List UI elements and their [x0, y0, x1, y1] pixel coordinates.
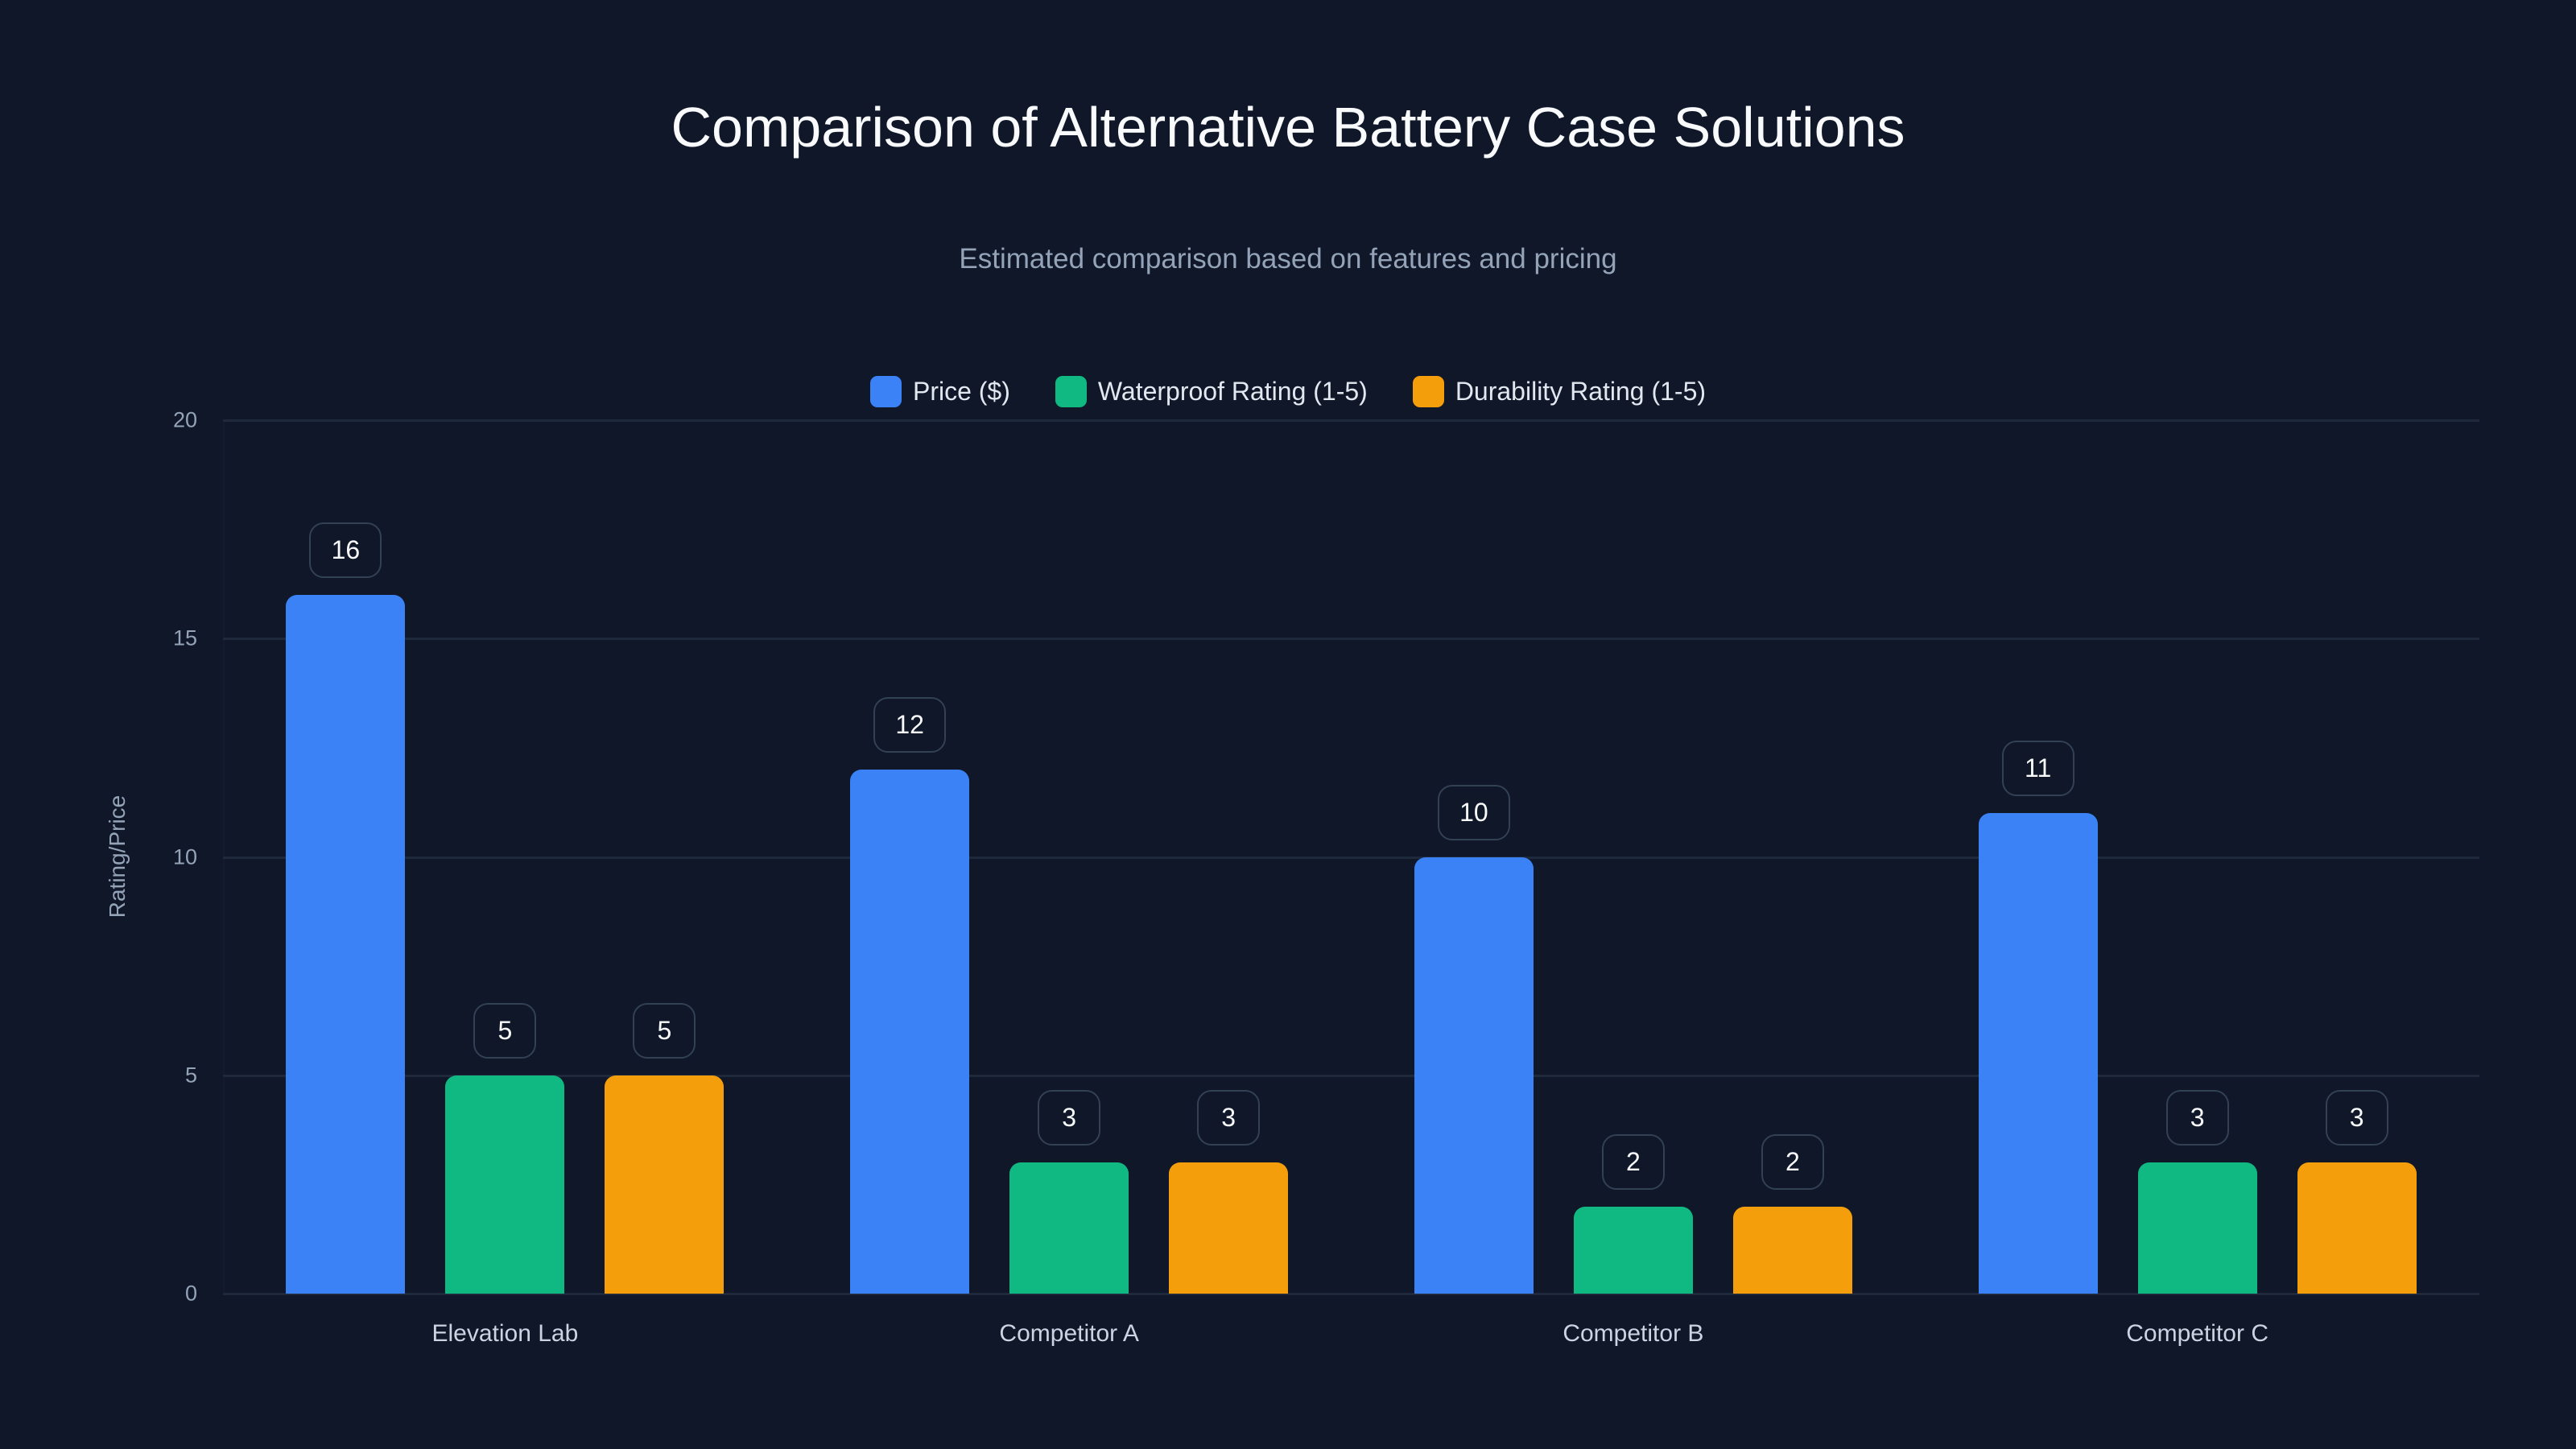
value-label: 3: [2165, 1090, 2229, 1146]
value-label: 5: [473, 1002, 537, 1059]
value-label: 5: [633, 1002, 696, 1059]
gridline: [223, 419, 2479, 422]
y-tick-label: 0: [184, 1281, 197, 1306]
legend-item-waterproof[interactable]: Waterproof Rating (1-5): [1055, 375, 1368, 407]
legend-label: Waterproof Rating (1-5): [1097, 376, 1368, 406]
x-axis-label: Elevation Lab: [431, 1320, 579, 1347]
gridline: [223, 856, 2479, 859]
value-label: 11: [2001, 741, 2074, 797]
y-tick-label: 5: [184, 1063, 197, 1088]
legend-label: Durability Rating (1-5): [1455, 376, 1707, 406]
legend: Price ($) Waterproof Rating (1-5) Durabi…: [0, 375, 2576, 407]
bar-competitor-a-price[interactable]: [850, 770, 970, 1294]
gridline: [223, 1293, 2479, 1295]
bar-elevation-lab-price[interactable]: [286, 595, 406, 1294]
bar-competitor-c-price[interactable]: [1978, 813, 2098, 1294]
y-tick-label: 20: [172, 407, 197, 432]
bar-competitor-a-waterproof[interactable]: [1009, 1162, 1129, 1294]
value-label: 3: [2325, 1090, 2388, 1146]
bar-competitor-c-durability[interactable]: [2297, 1162, 2417, 1294]
bar-elevation-lab-durability[interactable]: [605, 1075, 724, 1294]
value-label: 10: [1437, 784, 1510, 840]
plot-area: 16 5 5 12 3 3 10 2 2 11 3 3: [223, 419, 2479, 1295]
bar-elevation-lab-waterproof[interactable]: [445, 1075, 565, 1294]
legend-swatch-price-icon: [869, 375, 902, 407]
value-label: 12: [873, 697, 947, 753]
chart-subtitle: Estimated comparison based on features a…: [959, 243, 1617, 275]
value-label: 2: [1761, 1133, 1824, 1190]
gridline: [223, 1074, 2479, 1077]
gridline: [223, 638, 2479, 641]
y-tick-label: 10: [172, 844, 197, 869]
legend-label: Price ($): [912, 376, 1010, 406]
value-label: 16: [309, 522, 382, 578]
value-label: 2: [1601, 1133, 1665, 1190]
y-tick-label: 15: [172, 625, 197, 650]
chart-title: Comparison of Alternative Battery Case S…: [671, 96, 1905, 159]
bar-competitor-b-durability[interactable]: [1732, 1206, 1852, 1294]
bar-competitor-b-waterproof[interactable]: [1573, 1206, 1693, 1294]
legend-swatch-waterproof-icon: [1055, 375, 1087, 407]
legend-swatch-durability-icon: [1412, 375, 1444, 407]
x-axis-label: Competitor C: [2126, 1320, 2268, 1347]
bar-competitor-b-price[interactable]: [1414, 857, 1534, 1294]
x-axis-label: Competitor B: [1563, 1320, 1704, 1347]
value-label: 3: [1197, 1090, 1261, 1146]
legend-item-price[interactable]: Price ($): [869, 375, 1010, 407]
legend-item-durability[interactable]: Durability Rating (1-5): [1412, 375, 1707, 407]
bar-competitor-c-waterproof[interactable]: [2137, 1162, 2257, 1294]
x-axis-label: Competitor A: [999, 1320, 1139, 1347]
bar-competitor-a-durability[interactable]: [1169, 1162, 1289, 1294]
value-label: 3: [1038, 1090, 1101, 1146]
